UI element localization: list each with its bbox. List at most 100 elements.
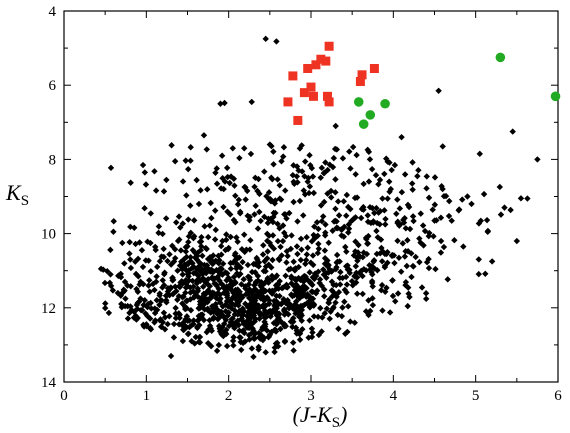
star-point: [352, 238, 359, 245]
star-point: [185, 216, 192, 223]
star-point: [284, 252, 291, 260]
star-point: [179, 300, 186, 307]
star-point: [213, 291, 220, 299]
green-circle-point: [358, 119, 369, 129]
star-point: [360, 180, 367, 188]
star-point: [190, 317, 197, 324]
star-point: [219, 260, 227, 267]
star-point: [382, 221, 389, 228]
star-point: [404, 237, 411, 244]
star-point: [230, 289, 237, 297]
star-point: [297, 256, 305, 264]
star-point: [356, 253, 364, 260]
star-point: [166, 313, 173, 320]
star-point: [261, 323, 269, 330]
star-point: [187, 284, 194, 291]
star-point: [393, 210, 400, 217]
star-point: [139, 161, 147, 169]
star-point: [276, 292, 283, 300]
star-point: [142, 181, 150, 188]
star-point: [300, 212, 307, 219]
star-point: [351, 194, 359, 202]
star-point: [212, 303, 219, 310]
star-point: [345, 225, 353, 232]
star-point: [509, 128, 516, 135]
star-point: [389, 292, 397, 300]
star-point: [152, 278, 160, 285]
star-point: [348, 277, 356, 285]
green-circle-point: [495, 52, 506, 63]
star-point: [234, 311, 241, 318]
star-point: [231, 182, 238, 189]
star-point: [316, 276, 324, 283]
star-point: [422, 295, 430, 303]
star-point: [117, 273, 125, 281]
star-point: [401, 253, 409, 260]
star-point: [281, 322, 288, 330]
star-point: [389, 277, 396, 284]
star-point: [239, 339, 247, 347]
star-point: [330, 304, 337, 311]
star-point: [302, 158, 309, 165]
star-point: [233, 234, 240, 241]
star-point: [254, 272, 262, 280]
star-point: [381, 170, 388, 178]
star-point: [444, 276, 451, 283]
star-point: [147, 268, 154, 275]
star-point: [364, 240, 371, 247]
star-point: [283, 259, 290, 266]
star-point: [140, 323, 148, 330]
star-point: [260, 267, 268, 275]
star-point: [409, 186, 416, 193]
star-point: [378, 286, 385, 294]
star-point: [241, 145, 248, 152]
star-point: [126, 309, 133, 317]
star-point: [309, 288, 316, 296]
star-point: [230, 216, 238, 224]
star-point: [213, 165, 220, 172]
star-point: [408, 273, 415, 281]
star-point: [372, 172, 380, 179]
star-point: [376, 176, 384, 184]
star-point: [477, 217, 485, 224]
star-point: [294, 283, 302, 290]
star-point: [169, 242, 176, 250]
star-point: [468, 200, 475, 208]
star-point: [194, 285, 202, 292]
star-point: [196, 298, 204, 305]
star-point: [273, 272, 281, 279]
star-point: [476, 150, 483, 158]
star-point: [325, 299, 332, 306]
star-point: [290, 198, 297, 206]
star-point: [234, 300, 242, 307]
star-point: [368, 165, 376, 173]
star-point: [534, 156, 541, 163]
star-point: [317, 304, 324, 312]
x-tick-label: 0: [60, 388, 68, 404]
star-point: [263, 295, 270, 302]
star-point: [321, 198, 328, 206]
star-point: [147, 239, 154, 247]
star-point: [126, 250, 133, 257]
star-point: [107, 271, 114, 278]
star-point: [231, 252, 239, 259]
star-point: [142, 257, 150, 264]
star-point: [127, 256, 134, 263]
star-point: [261, 168, 268, 175]
star-point: [341, 223, 348, 231]
star-point: [335, 212, 343, 219]
star-point: [146, 277, 153, 284]
star-point: [214, 315, 222, 323]
star-point: [199, 270, 206, 278]
star-point: [394, 237, 401, 245]
star-point: [400, 219, 408, 226]
red-square-point: [369, 64, 379, 74]
star-point: [198, 243, 205, 250]
star-point: [332, 299, 339, 306]
star-point: [289, 323, 296, 331]
star-point: [501, 204, 508, 211]
star-point: [271, 348, 278, 356]
star-point: [174, 237, 182, 245]
star-point: [132, 258, 139, 265]
star-point: [275, 255, 282, 263]
